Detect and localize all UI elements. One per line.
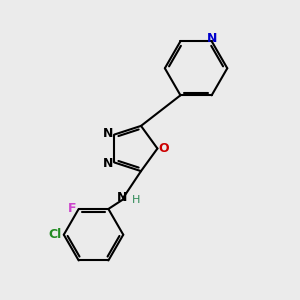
- Text: N: N: [103, 157, 114, 169]
- Text: O: O: [159, 142, 169, 155]
- Text: N: N: [116, 191, 127, 204]
- Text: Cl: Cl: [48, 228, 62, 241]
- Text: N: N: [103, 128, 113, 140]
- Text: N: N: [206, 32, 217, 45]
- Text: H: H: [131, 195, 140, 205]
- Text: F: F: [68, 202, 76, 215]
